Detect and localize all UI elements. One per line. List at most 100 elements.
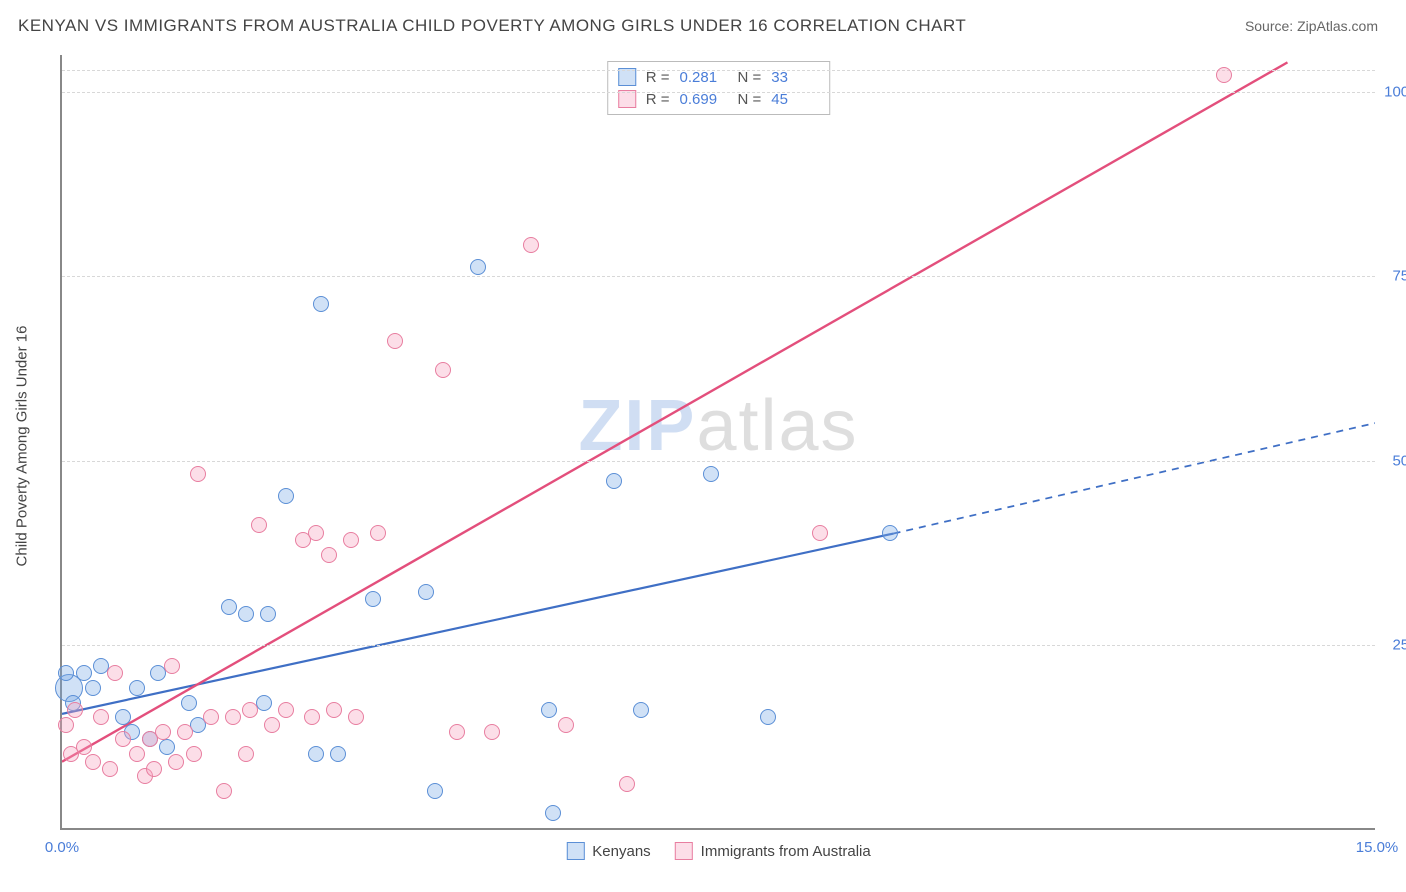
chart-svg (62, 55, 1375, 828)
bottom-legend: Kenyans Immigrants from Australia (566, 842, 870, 860)
stat-n-label: N = (738, 69, 762, 86)
y-axis-label: Child Poverty Among Girls Under 16 (14, 326, 31, 567)
watermark: ZIPatlas (578, 385, 858, 467)
scatter-point (164, 658, 180, 674)
grid-line (62, 92, 1375, 93)
legend-label-pink: Immigrants from Australia (701, 843, 871, 860)
scatter-point (760, 709, 776, 725)
scatter-point (449, 724, 465, 740)
plot-area: ZIPatlas R = 0.281 N = 33 R = 0.699 N = … (60, 55, 1375, 830)
scatter-point (343, 532, 359, 548)
grid-line (62, 70, 1375, 71)
scatter-point (203, 709, 219, 725)
scatter-point (330, 746, 346, 762)
legend-swatch-blue-icon (566, 842, 584, 860)
y-tick-label: 50.0% (1380, 452, 1406, 469)
scatter-point (76, 739, 92, 755)
scatter-point (278, 702, 294, 718)
scatter-point (313, 296, 329, 312)
trend-line (62, 534, 894, 714)
scatter-point (225, 709, 241, 725)
scatter-point (186, 746, 202, 762)
scatter-point (238, 746, 254, 762)
scatter-point (484, 724, 500, 740)
watermark-atlas: atlas (696, 386, 858, 466)
scatter-point (427, 783, 443, 799)
scatter-point (1216, 67, 1232, 83)
stat-n-pink: 45 (771, 91, 819, 108)
scatter-point (264, 717, 280, 733)
scatter-point (435, 362, 451, 378)
chart-title: KENYAN VS IMMIGRANTS FROM AUSTRALIA CHIL… (18, 16, 966, 36)
scatter-point (190, 466, 206, 482)
scatter-point (238, 606, 254, 622)
scatter-point (85, 680, 101, 696)
scatter-point (304, 709, 320, 725)
scatter-point (541, 702, 557, 718)
scatter-point (58, 665, 74, 681)
scatter-point (308, 746, 324, 762)
scatter-point (558, 717, 574, 733)
y-tick-label: 25.0% (1380, 637, 1406, 654)
scatter-point (168, 754, 184, 770)
legend-item-pink: Immigrants from Australia (675, 842, 871, 860)
legend-item-blue: Kenyans (566, 842, 650, 860)
scatter-point (242, 702, 258, 718)
scatter-point (107, 665, 123, 681)
scatter-point (251, 517, 267, 533)
scatter-point (115, 709, 131, 725)
scatter-point (216, 783, 232, 799)
stat-n-blue: 33 (771, 69, 819, 86)
trend-line-extrapolated (894, 423, 1375, 533)
scatter-point (418, 584, 434, 600)
scatter-point (365, 591, 381, 607)
stat-n-label-2: N = (738, 91, 762, 108)
scatter-point (129, 680, 145, 696)
scatter-point (326, 702, 342, 718)
scatter-point (387, 333, 403, 349)
legend-swatch-pink-icon (675, 842, 693, 860)
scatter-point (308, 525, 324, 541)
scatter-point (67, 702, 83, 718)
x-tick-label: 15.0% (1356, 839, 1399, 856)
scatter-point (76, 665, 92, 681)
stat-r-label: R = (646, 69, 670, 86)
scatter-point (181, 695, 197, 711)
scatter-point (633, 702, 649, 718)
scatter-point (93, 709, 109, 725)
scatter-point (278, 488, 294, 504)
grid-line (62, 645, 1375, 646)
scatter-point (703, 466, 719, 482)
grid-line (62, 276, 1375, 277)
scatter-point (102, 761, 118, 777)
scatter-point (523, 237, 539, 253)
scatter-point (159, 739, 175, 755)
scatter-point (146, 761, 162, 777)
y-tick-label: 100.0% (1380, 83, 1406, 100)
scatter-point (115, 731, 131, 747)
scatter-point (545, 805, 561, 821)
x-tick-label: 0.0% (45, 839, 79, 856)
scatter-point (260, 606, 276, 622)
stat-r-label-2: R = (646, 91, 670, 108)
scatter-point (85, 754, 101, 770)
scatter-point (470, 259, 486, 275)
scatter-point (882, 525, 898, 541)
scatter-point (321, 547, 337, 563)
scatter-point (58, 717, 74, 733)
legend-label-blue: Kenyans (592, 843, 650, 860)
scatter-point (129, 746, 145, 762)
scatter-point (370, 525, 386, 541)
scatter-point (155, 724, 171, 740)
scatter-point (619, 776, 635, 792)
stat-r-pink: 0.699 (680, 91, 728, 108)
scatter-point (348, 709, 364, 725)
stat-r-blue: 0.281 (680, 69, 728, 86)
y-tick-label: 75.0% (1380, 268, 1406, 285)
grid-line (62, 461, 1375, 462)
watermark-zip: ZIP (578, 386, 696, 466)
chart-source: Source: ZipAtlas.com (1245, 18, 1378, 34)
trend-line (62, 62, 1287, 761)
scatter-point (606, 473, 622, 489)
scatter-point (177, 724, 193, 740)
